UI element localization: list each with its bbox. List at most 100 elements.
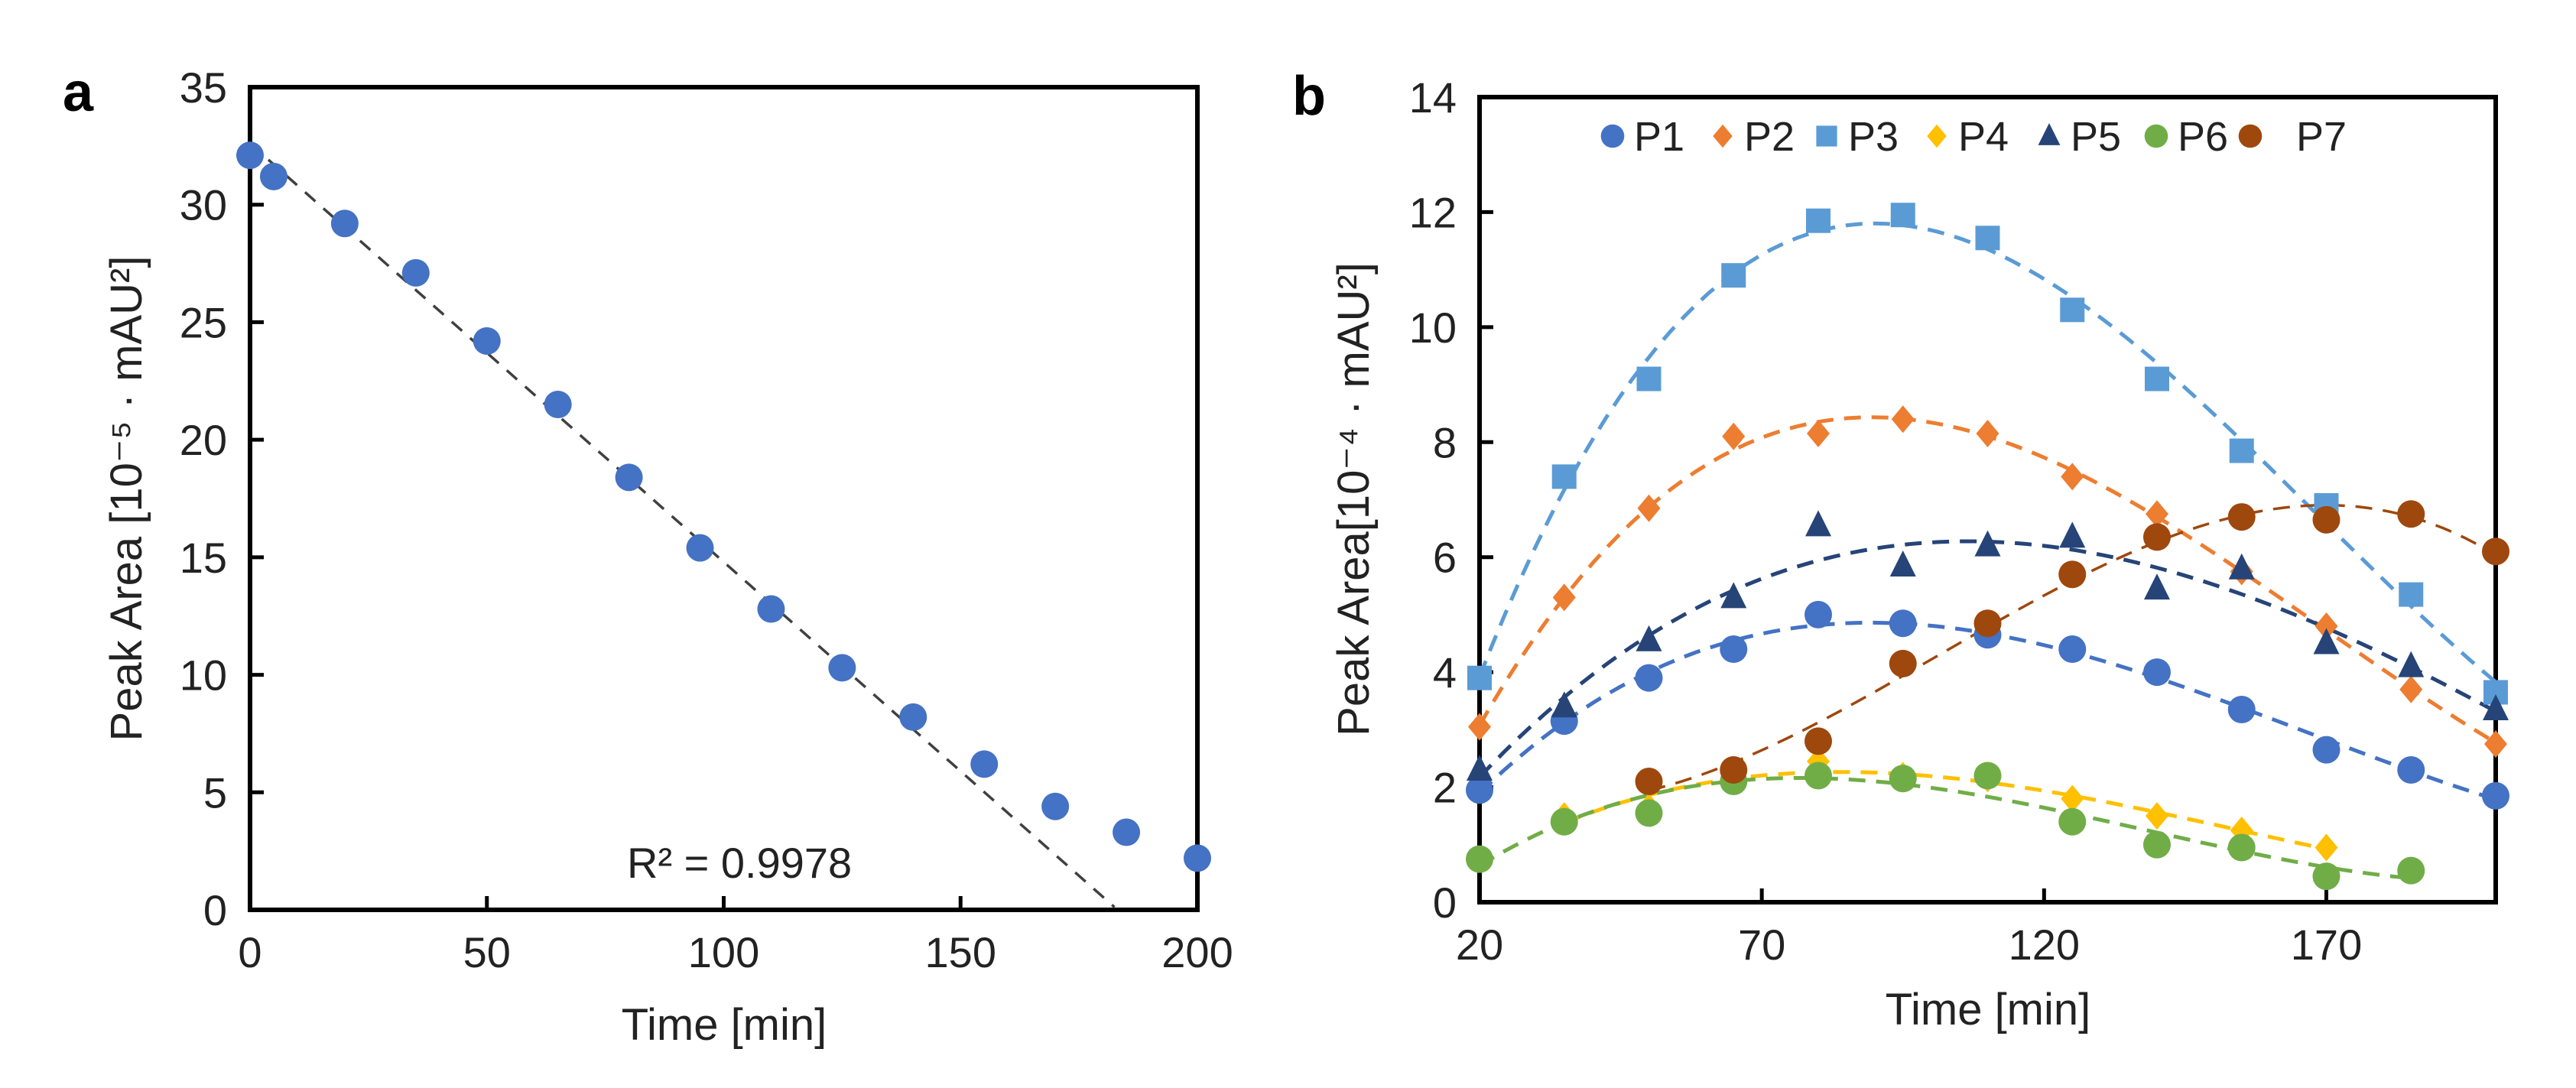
data-point-p3 [2399,582,2424,607]
legend-item-p6: P6 [2144,114,2228,160]
data-point-p3 [2229,438,2254,463]
trendline-p4 [1563,770,2327,851]
data-point-p1 [1720,635,1748,664]
chart-a-data-point [757,595,785,623]
chart-a-ytick-label: 15 [180,534,227,582]
chart-a-data-point [330,209,359,238]
legend-marker-circle-icon [1600,124,1625,148]
chart-a-ytick-label: 35 [180,63,227,112]
data-point-p2 [1976,420,1999,448]
legend-marker-square-icon [1816,125,1837,147]
legend-item-p4: P4 [1927,114,2009,160]
data-point-p6 [2227,833,2256,862]
data-point-p5 [2228,553,2255,580]
data-point-p6 [1973,762,2002,790]
data-point-p3 [2145,366,2169,391]
data-point-p3 [1551,464,1577,489]
data-point-p5 [2483,694,2509,721]
chart-a-data-point [686,534,714,562]
chart-a-data-point [236,141,264,170]
chart-a-data-point [544,391,572,419]
chart-b-plot-frame [1477,95,2498,905]
data-point-p5 [1974,530,2001,557]
chart-a-data-point [1113,818,1141,846]
legend-marker-diamond-icon [1713,124,1733,148]
data-point-p5 [2313,628,2340,654]
data-point-p3 [1467,665,1492,690]
data-point-p6 [2143,830,2171,859]
data-point-p5 [2059,521,2086,548]
legend-marker-triangle-icon [2038,123,2061,145]
legend-item-p5: P5 [2038,114,2121,160]
chart-b-xtick-label: 120 [2009,921,2080,969]
chart-a-ylabel: Peak Area [10⁻⁵ · mAU²] [102,256,151,742]
data-point-p5 [2398,651,2425,677]
data-point-p7 [1804,727,1832,755]
legend-item-p7: P7 [2238,114,2347,160]
trendline-p6 [1478,776,2412,881]
data-point-p7 [2058,560,2087,589]
chart-a-xtick-label: 150 [925,928,996,976]
chart-a-xtick-label: 0 [238,928,261,976]
data-point-p4 [2061,784,2084,813]
chart-a-ytick-label: 30 [180,181,227,229]
legend-label: P2 [1744,114,1795,160]
data-point-p6 [1550,807,1578,836]
data-point-p3 [1890,203,1915,228]
data-point-p7 [1635,768,1663,796]
chart-b-ytick-label: 0 [1433,879,1457,927]
legend-label: P1 [1634,114,1684,160]
chart-b: 0 2 4 6 8 10 12 14 20 70 120 170 P1 P2 P3 P4 P5 P6 P7 [1409,73,2509,969]
data-point-p6 [1635,799,1663,827]
trendline-p2 [1477,415,2497,745]
chart-a-data-point [615,463,643,492]
chart-a-xlabel: Time [min] [622,1000,827,1050]
data-point-p7 [2397,500,2425,528]
data-point-p3 [1806,208,1830,233]
data-point-p2 [1722,422,1746,450]
data-point-p7 [1973,609,2002,638]
chart-a: 0 5 10 15 20 25 30 35 0 50 100 150 200 [180,63,1233,976]
legend-marker-circle-icon [2144,124,2168,148]
chart-a-ytick-label: 10 [180,651,227,700]
chart-a-data-point [1184,844,1211,872]
legend-marker-circle-icon [2238,124,2263,148]
chart-a-plot-frame [248,85,1200,912]
data-point-p1 [2312,736,2340,764]
chart-a-ytick-label: 25 [180,298,227,346]
chart-b-ytick-label: 2 [1433,764,1457,812]
chart-a-ytick-label: 20 [180,416,227,464]
chart-b-ytick-label: 4 [1433,648,1457,697]
data-point-p3 [1721,263,1746,288]
chart-b-ytick-label: 14 [1409,73,1457,122]
data-point-p6 [1889,765,1917,793]
data-point-p5 [1551,691,1577,718]
data-point-p3 [1636,366,1662,391]
data-point-p1 [1466,776,1493,804]
data-point-p2 [1552,583,1576,612]
chart-b-ytick-label: 12 [1409,188,1457,236]
chart-a-data-point [259,162,287,190]
panel-label-b: b [1292,66,1326,127]
legend-label: P6 [2178,114,2228,160]
chart-b-ytick-label: 10 [1409,304,1457,352]
data-point-p5 [1805,510,1831,537]
data-point-p5 [1720,582,1747,609]
chart-a-ytick-label: 5 [203,768,227,817]
data-point-p6 [2397,856,2425,885]
r-squared-annotation: R² = 0.9978 [627,839,852,887]
data-point-p2 [2315,612,2338,640]
chart-b-xlabel: Time [min] [1886,985,2091,1034]
data-point-p7 [1889,649,1917,677]
data-point-p1 [2143,658,2171,687]
data-point-p2 [2399,675,2423,703]
data-point-p7 [2312,505,2340,534]
data-point-p2 [2061,463,2084,491]
data-point-p5 [1467,755,1493,781]
data-point-p4 [2146,802,2168,830]
legend-item-p1: P1 [1600,114,1684,160]
chart-a-data-point [899,703,927,731]
chart-b-legend: P1 P2 P3 P4 P5 P6 P7 [1600,114,2347,160]
legend-label: P4 [1958,114,2009,160]
